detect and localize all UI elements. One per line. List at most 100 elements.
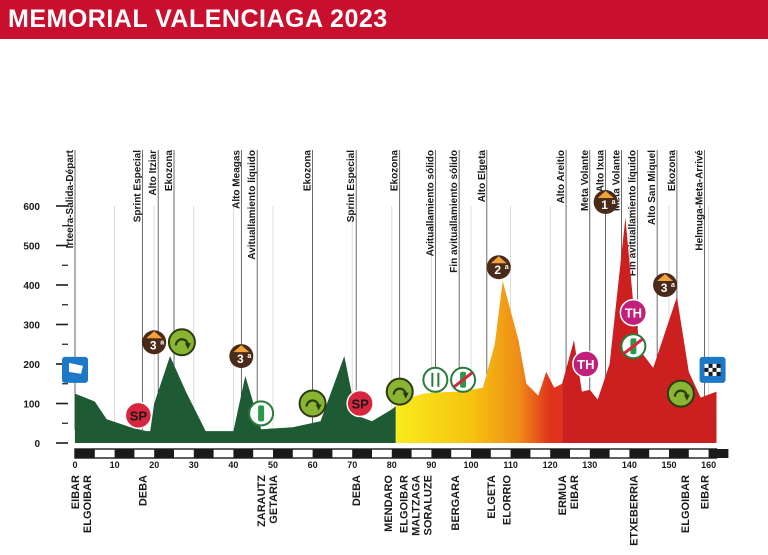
feed-badge-circle: [422, 366, 449, 393]
title-bar: MEMORIAL VALENCIAGA 2023: [0, 0, 768, 39]
x-tick-label: 140: [622, 460, 637, 470]
intermediate-badge-text: TH: [577, 357, 594, 372]
km-bar-block: [471, 449, 491, 458]
passage-label: Meta Volante: [580, 150, 591, 211]
town-label: ERMUA: [557, 475, 569, 515]
finish-flag-check: [716, 363, 721, 368]
marker-sprint: SP: [346, 389, 374, 418]
passage-label: Alto San Miquel: [647, 150, 658, 225]
climb-category: 3: [661, 281, 668, 295]
y-tick-label: 500: [23, 242, 40, 253]
sprint-badge-circle: [124, 401, 153, 430]
km-bar-block: [550, 449, 570, 458]
passage-label: Ekozona: [667, 150, 678, 192]
marker-ekozona: [298, 389, 327, 418]
finish-flag-check: [708, 363, 713, 368]
finish-flag-check: [712, 363, 717, 368]
x-tick-label: 10: [110, 460, 120, 470]
km-bar-block: [273, 449, 293, 458]
passage-label: Meta Volante: [611, 150, 622, 211]
km-bar-block: [708, 449, 729, 458]
y-tick-label: 0: [34, 439, 40, 450]
x-tick-label: 30: [189, 460, 199, 470]
marker-start-flag: [62, 356, 88, 383]
finish-flag-check: [704, 363, 709, 368]
passage-label: Alto Meagas: [231, 150, 242, 209]
finish-flag-check: [712, 371, 717, 376]
town-label: ZARAUTZ: [256, 475, 268, 527]
town-label: ELORRIO: [502, 475, 514, 526]
km-bar-block: [669, 449, 689, 458]
town-label: EIBAR: [569, 475, 581, 509]
marker-feed-end: [620, 333, 647, 360]
marker-feed-solid: [422, 366, 449, 393]
km-bar-block: [391, 449, 412, 458]
passage-label: Irteera-Salida-Départ: [65, 149, 76, 248]
x-tick-label: 70: [347, 460, 357, 470]
town-label: ELGETA: [486, 475, 498, 519]
chart-axes: 0 100 200 300 400 500 600 0 10 20 30 40 50 60 70 80 90 10…: [23, 202, 729, 470]
passage-label: Ekozona: [303, 150, 314, 192]
end-strike-icon: [453, 371, 474, 388]
town-label: DEBA: [137, 475, 149, 506]
town-label: ELGOIBAR: [399, 475, 411, 533]
town-label: MALTZAGA: [411, 475, 423, 536]
climb-category-suffix: a: [160, 339, 164, 346]
climb-mountain-icon: [490, 256, 507, 264]
finish-flag-check: [708, 371, 713, 376]
recycle-icon-arrow: [683, 394, 690, 401]
passage-label: Fin avituallamiento sólido: [449, 150, 460, 273]
intermediate-badge-circle: [572, 350, 600, 378]
recycle-icon-arrow: [402, 392, 409, 399]
climb-mountain-icon: [597, 191, 614, 199]
passage-label: Alto Itziar: [148, 150, 159, 196]
ekozona-badge-circle: [298, 389, 327, 418]
x-tick-label: 40: [228, 460, 238, 470]
x-tick-label: 150: [661, 460, 676, 470]
marker-feed-liquid: [248, 400, 275, 427]
start-flag-icon: [69, 362, 83, 374]
km-bar-block: [510, 449, 531, 458]
passage-label: Sprint Especial: [346, 150, 357, 222]
climb-category: 3: [150, 338, 157, 352]
page-title: MEMORIAL VALENCIAGA 2023: [8, 5, 388, 33]
end-strike-icon: [623, 338, 644, 355]
finish-flag-check: [704, 371, 709, 376]
x-tick-label: 120: [543, 460, 558, 470]
km-bar-block: [312, 449, 333, 458]
town-label: ETXEBERRIA: [628, 475, 640, 546]
climb-badge-circle: [593, 190, 618, 215]
x-tick-label: 0: [72, 460, 77, 470]
x-tick-label: 50: [268, 460, 278, 470]
climb-category-suffix: a: [671, 282, 675, 289]
recycle-icon-arrow: [315, 404, 322, 411]
town-label: SORALUZE: [422, 475, 434, 536]
passage-label: Avituallamiento líquido: [247, 150, 258, 260]
marker-feed-end: [450, 366, 477, 393]
profile-segment-2: [395, 281, 563, 443]
town-label: BERGARA: [450, 475, 462, 531]
climb-mountain-icon: [657, 274, 674, 281]
x-tick-label: 90: [426, 460, 436, 470]
profile-segment-3: [562, 217, 717, 443]
climb-badge-circle: [229, 344, 254, 369]
town-labels: EIBAR ELGOIBAR DEBA ZARAUTZ GETARIA DEBA MENDA…: [70, 475, 712, 546]
passage-label: Ekozona: [390, 150, 401, 192]
km-bar-block: [233, 449, 254, 458]
bottle-icon: [258, 405, 265, 422]
elevation-profile: [75, 217, 717, 443]
x-tick-label: 130: [582, 460, 597, 470]
ekozona-badge-circle: [666, 379, 695, 408]
y-tick-label: 600: [23, 202, 40, 213]
town-label: DEBA: [351, 475, 363, 506]
climb-mountain-icon: [233, 345, 250, 353]
marker-sprint: SP: [124, 401, 153, 430]
climb-mountain-icon: [146, 331, 163, 339]
marker-intermediate: TH: [619, 298, 648, 327]
sprint-badge-text: SP: [351, 397, 369, 412]
x-tick-label: 20: [149, 460, 159, 470]
